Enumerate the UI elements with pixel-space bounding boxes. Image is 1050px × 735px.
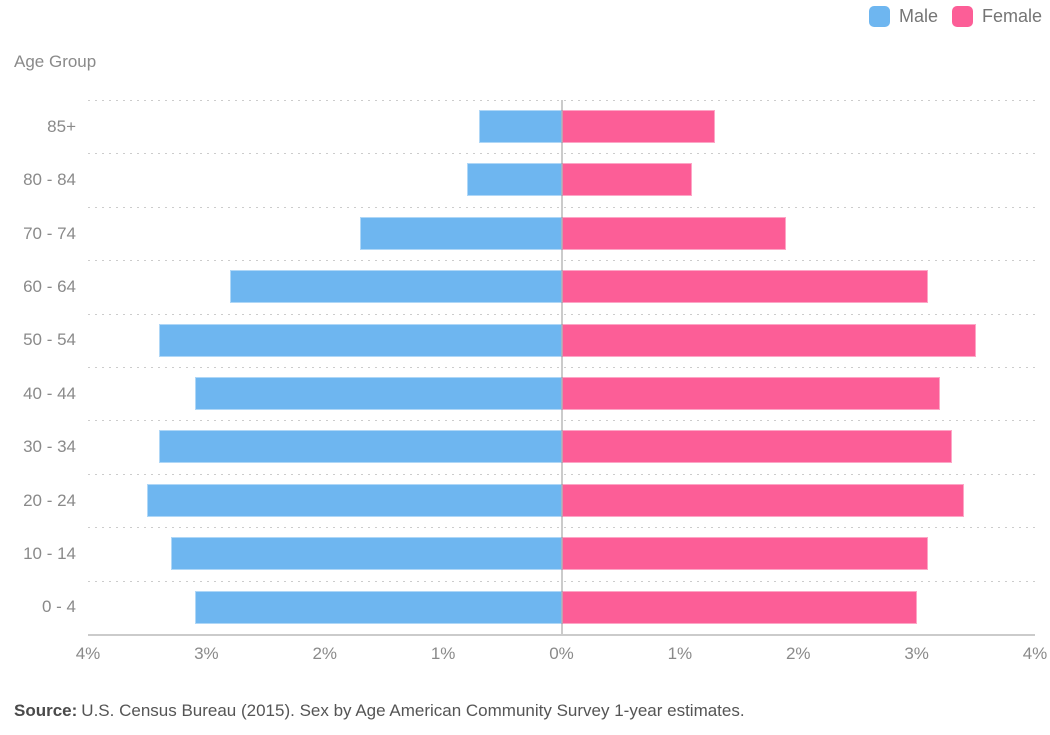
row-band: [88, 367, 1035, 420]
gridline: [88, 473, 1035, 475]
age-group-label: 30 - 34: [23, 437, 76, 457]
row-band: [88, 153, 1035, 206]
row-band: [88, 260, 1035, 313]
age-group-label: 80 - 84: [23, 170, 76, 190]
age-group-label: 10 - 14: [23, 543, 76, 563]
row-band: [88, 473, 1035, 527]
bar-female-40-44[interactable]: [561, 377, 941, 411]
zero-axis-line: [560, 100, 563, 634]
bar-male-30-34[interactable]: [159, 430, 562, 464]
age-group-label: 20 - 24: [23, 490, 76, 510]
gridline: [88, 313, 1035, 315]
bar-female-60-64[interactable]: [561, 270, 929, 304]
legend-item-male[interactable]: Male: [868, 6, 938, 27]
legend-label: Male: [898, 6, 938, 26]
age-group-label: 60 - 64: [23, 276, 76, 296]
bar-male-20-24[interactable]: [147, 483, 562, 517]
gridline: [88, 527, 1035, 529]
bar-male-60-64[interactable]: [230, 270, 562, 304]
bar-female-30-34[interactable]: [561, 430, 953, 464]
legend-item-female[interactable]: Female: [951, 6, 1042, 27]
legend: Male Female: [868, 6, 1042, 27]
age-labels: 85+ 80 - 84 70 - 74 60 - 64 50 - 54 40 - 44 30…: [0, 100, 76, 634]
x-tick-label: 1%: [667, 644, 693, 663]
row-band: [88, 206, 1035, 260]
age-group-label: 70 - 74: [23, 223, 76, 243]
row-band: [88, 580, 1035, 634]
x-tick-label: 4%: [75, 644, 101, 663]
legend-swatch-male: [868, 6, 890, 27]
bar-female-70-74[interactable]: [561, 216, 787, 250]
x-tick-label: 4%: [1022, 644, 1048, 663]
bar-female-50-54[interactable]: [561, 323, 976, 357]
bar-female-0-4[interactable]: [561, 590, 917, 624]
plot-area: [88, 100, 1035, 636]
bar-male-85+[interactable]: [478, 110, 562, 143]
gridline: [88, 153, 1035, 155]
bar-male-40-44[interactable]: [194, 377, 562, 411]
x-tick-label: 3%: [904, 644, 929, 663]
bar-male-0-4[interactable]: [194, 590, 562, 624]
bar-male-80-84[interactable]: [466, 163, 562, 197]
y-axis-title: Age Group: [14, 52, 97, 71]
row-band: [88, 420, 1035, 473]
age-group-label: 40 - 44: [23, 383, 76, 403]
age-group-label: 85+: [47, 116, 76, 136]
gridline: [88, 580, 1035, 582]
source-label: Source:: [14, 701, 78, 720]
gridline: [88, 420, 1035, 422]
legend-label: Female: [981, 6, 1042, 26]
row-band: [88, 100, 1035, 153]
age-group-label: 50 - 54: [23, 330, 76, 350]
gridline: [88, 100, 1035, 101]
plot-rows: [88, 100, 1035, 634]
bar-female-80-84[interactable]: [561, 163, 692, 197]
source-text: U.S. Census Bureau (2015). Sex by Age Am…: [81, 701, 745, 720]
gridline: [88, 260, 1035, 262]
x-tick-label: 2%: [312, 644, 338, 663]
legend-swatch-female: [951, 6, 973, 27]
bar-female-85+[interactable]: [561, 110, 716, 143]
x-axis-ticks: 4% 3% 2% 1% 0% 1% 2% 3% 4%: [76, 644, 1048, 666]
bar-male-70-74[interactable]: [360, 216, 562, 250]
gridline: [88, 206, 1035, 208]
bar-male-50-54[interactable]: [159, 323, 562, 357]
row-band: [88, 527, 1035, 580]
x-tick-label: 0%: [549, 644, 574, 663]
x-tick-label: 1%: [430, 644, 456, 663]
source-note: Source: U.S. Census Bureau (2015). Sex by…: [14, 701, 745, 721]
x-tick-label: 3%: [194, 644, 219, 663]
age-group-label: 0 - 4: [41, 597, 76, 617]
bar-female-10-14[interactable]: [561, 537, 929, 571]
bar-male-10-14[interactable]: [170, 537, 562, 571]
bar-female-20-24[interactable]: [561, 483, 964, 517]
gridline: [88, 367, 1035, 369]
x-tick-label: 2%: [785, 644, 811, 663]
row-band: [88, 313, 1035, 367]
